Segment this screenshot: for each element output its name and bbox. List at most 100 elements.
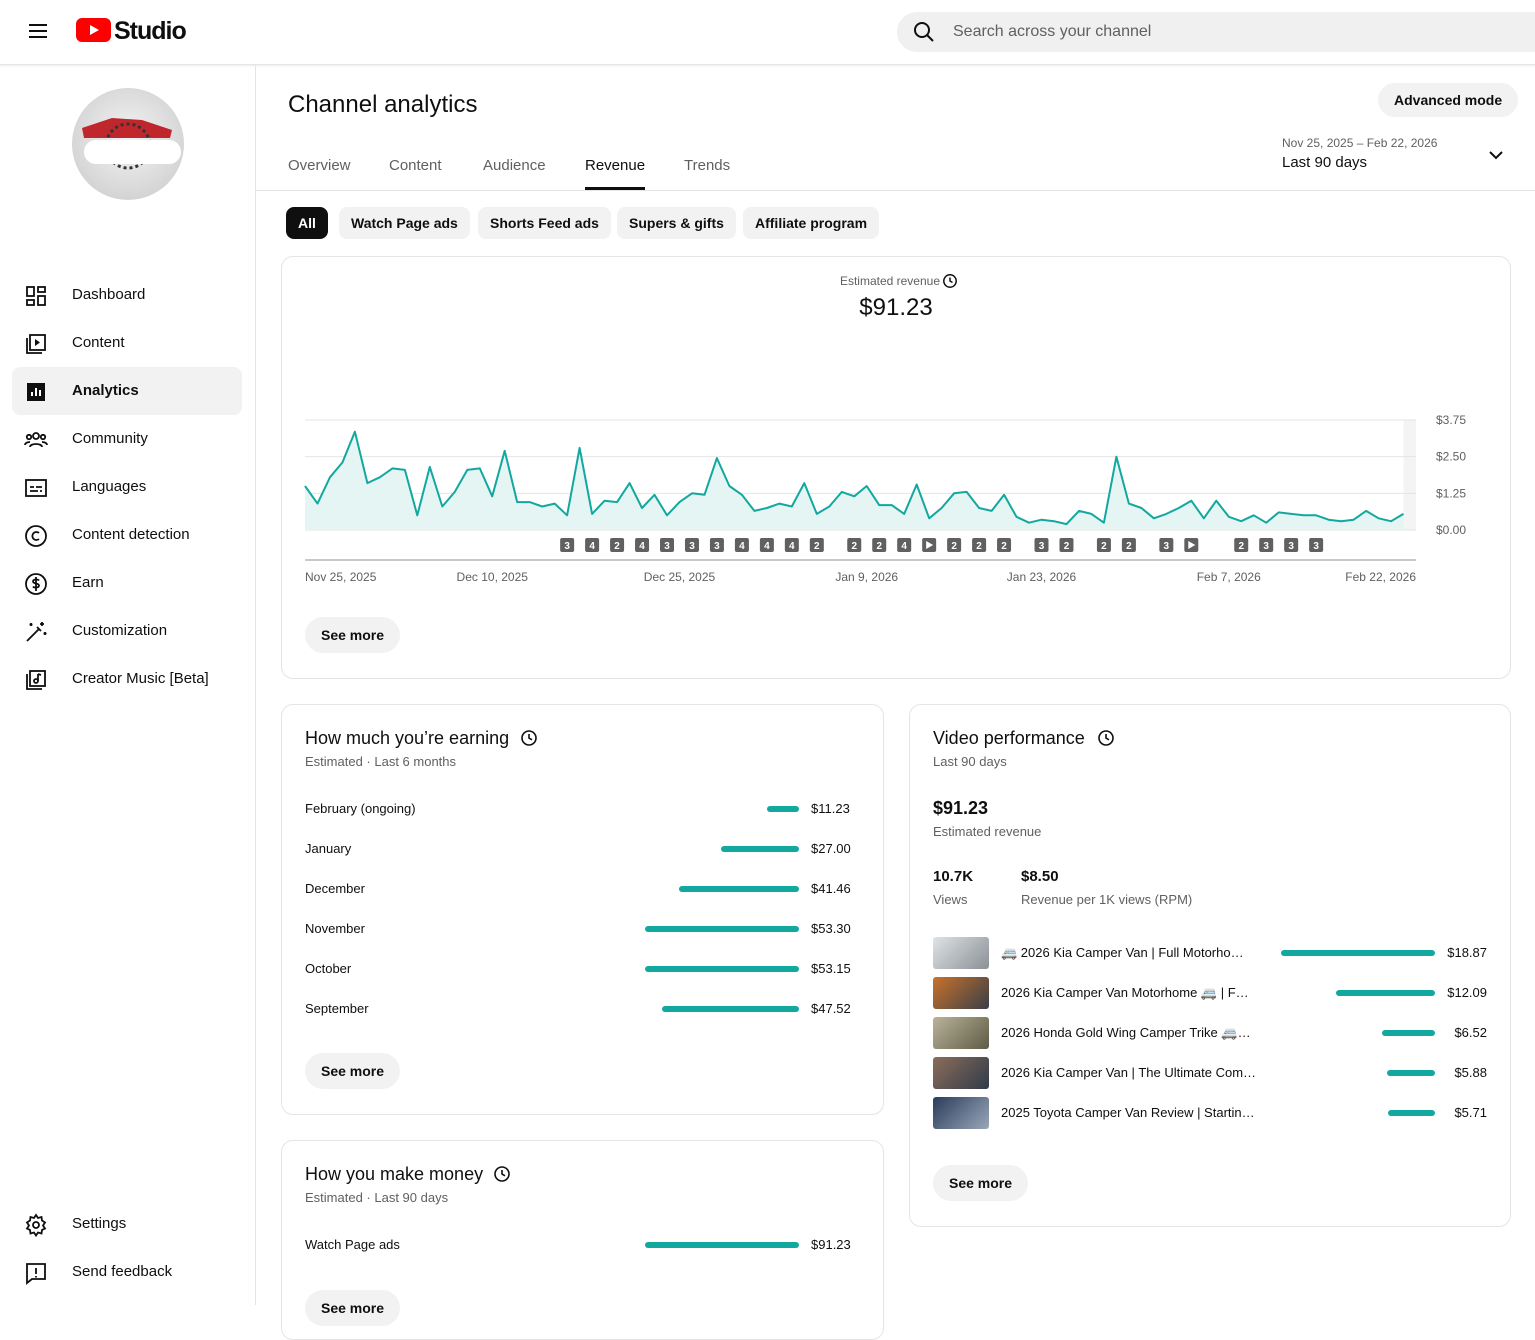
nav-label: Languages <box>72 478 147 495</box>
upload-count: 2 <box>1064 541 1070 552</box>
nav-item[interactable]: Creator Music [Beta] <box>12 655 242 703</box>
nav-label: Community <box>72 430 148 447</box>
y-tick-label: $0.00 <box>1436 523 1466 537</box>
filter-chip[interactable]: Affiliate program <box>743 207 880 239</box>
see-more-button[interactable]: See more <box>305 617 401 653</box>
icon <box>26 622 47 642</box>
nav-item[interactable]: Analytics <box>12 367 242 415</box>
see-more-button[interactable]: See more <box>305 1290 401 1326</box>
filter-chip[interactable]: Watch Page ads <box>339 207 470 239</box>
stat-value: $8.50 <box>1021 868 1059 885</box>
upload-count: 3 <box>714 541 720 552</box>
upload-count: 2 <box>814 541 820 552</box>
nav-item[interactable]: Dashboard <box>12 271 242 319</box>
nav-item[interactable]: Community <box>12 415 242 463</box>
period[interactable]: Last 90 days <box>1282 154 1368 171</box>
info-clock[interactable] <box>493 1165 511 1183</box>
info-clock[interactable] <box>1097 729 1115 747</box>
upload-marker <box>635 538 650 552</box>
row-value: $27.00 <box>811 841 851 856</box>
tab[interactable]: Content <box>389 157 442 174</box>
upload-marker <box>947 538 962 552</box>
upload-marker <box>1059 538 1074 552</box>
icon <box>25 525 47 547</box>
nav-item[interactable]: Send feedback <box>12 1248 242 1296</box>
x-tick-label: Jan 23, 2026 <box>1007 570 1077 584</box>
video-thumbnail <box>933 937 989 969</box>
row-value: $6.52 <box>1454 1025 1487 1040</box>
row-label: November <box>305 921 365 936</box>
filter-chip[interactable]: All <box>286 207 328 239</box>
area <box>305 431 1404 530</box>
upload-count: 4 <box>639 541 645 552</box>
upload-marker <box>1034 538 1049 552</box>
upload-marker <box>684 538 699 552</box>
bar <box>679 886 799 892</box>
stat-label: Views <box>933 892 968 907</box>
tab[interactable]: Revenue <box>585 157 646 174</box>
row-value: $18.87 <box>1447 945 1487 960</box>
search-placeholder: Search across your channel <box>953 23 1152 40</box>
period-dropdown[interactable] <box>1484 143 1508 167</box>
nav-label: Earn <box>72 574 104 591</box>
tab[interactable]: Audience <box>483 157 546 174</box>
tab[interactable]: Trends <box>684 157 731 174</box>
upload-count: 4 <box>739 541 745 552</box>
nav-item[interactable]: Earn <box>12 559 242 607</box>
see-more-button[interactable]: See more <box>933 1165 1029 1201</box>
chart-title: Estimated revenue <box>839 274 940 288</box>
upload-count: 2 <box>1238 541 1244 552</box>
channel-avatar[interactable] <box>72 88 184 200</box>
icon <box>26 334 46 354</box>
upload-marker <box>734 538 749 552</box>
logo-text[interactable]: Studio <box>114 17 187 45</box>
tab[interactable]: Overview <box>288 157 351 174</box>
bar <box>645 966 799 972</box>
card-subtitle: Estimated · Last 90 days <box>305 1190 449 1205</box>
incomplete-period <box>1403 420 1416 530</box>
row-label: 2026 Kia Camper Van Motorhome 🚐 | F… <box>1001 985 1249 1000</box>
y-tick-label: $1.25 <box>1436 486 1466 500</box>
card-title: How much you’re earning <box>305 728 510 748</box>
upload-marker <box>972 538 987 552</box>
upload-marker <box>872 538 887 552</box>
revenue-card <box>281 256 1511 679</box>
nav-item[interactable]: Customization <box>12 607 242 655</box>
nav-label: Settings <box>72 1215 127 1232</box>
nav-label: Dashboard <box>72 286 146 303</box>
nav-item[interactable]: Content <box>12 319 242 367</box>
upload-marker <box>1284 538 1299 552</box>
bar <box>1281 950 1435 956</box>
upload-marker <box>1121 538 1136 552</box>
tab-underline <box>585 187 645 190</box>
youtube-studio: Studio Search across your channel Dashbo… <box>0 12 1535 1340</box>
filter-chip[interactable]: Shorts Feed ads <box>478 207 611 239</box>
icon <box>26 670 46 690</box>
upload-marker <box>809 538 824 552</box>
info-clock[interactable] <box>520 729 538 747</box>
row-value: $12.09 <box>1447 985 1487 1000</box>
x-tick-label: Dec 10, 2025 <box>457 570 529 584</box>
filter-chip[interactable]: Supers & gifts <box>617 207 736 239</box>
search-box[interactable]: Search across your channel <box>897 12 1535 52</box>
chart-total: $91.23 <box>859 294 933 321</box>
advanced-mode-button[interactable]: Advanced mode <box>1378 83 1519 117</box>
date-range[interactable]: Nov 25, 2025 – Feb 22, 2026 <box>1282 136 1438 150</box>
row-label: 2026 Kia Camper Van | The Ultimate Com… <box>1001 1065 1257 1080</box>
upload-count: 3 <box>1039 541 1045 552</box>
bar <box>1381 1030 1435 1036</box>
icon <box>27 383 45 401</box>
upload-count: 4 <box>589 541 595 552</box>
nav-item[interactable]: Languages <box>12 463 242 511</box>
info-clock[interactable] <box>942 273 958 289</box>
logo-icon[interactable] <box>76 18 112 43</box>
see-more-button[interactable]: See more <box>305 1053 401 1089</box>
nav-item[interactable]: Settings <box>12 1200 242 1248</box>
upload-count: 4 <box>901 541 907 552</box>
row-value: $91.23 <box>811 1237 851 1252</box>
x-tick-label: Nov 25, 2025 <box>305 570 377 584</box>
nav-item[interactable]: Content detection <box>12 511 242 559</box>
upload-marker <box>1259 538 1274 552</box>
menu-button[interactable] <box>26 19 50 43</box>
upload-count: 3 <box>1263 541 1269 552</box>
